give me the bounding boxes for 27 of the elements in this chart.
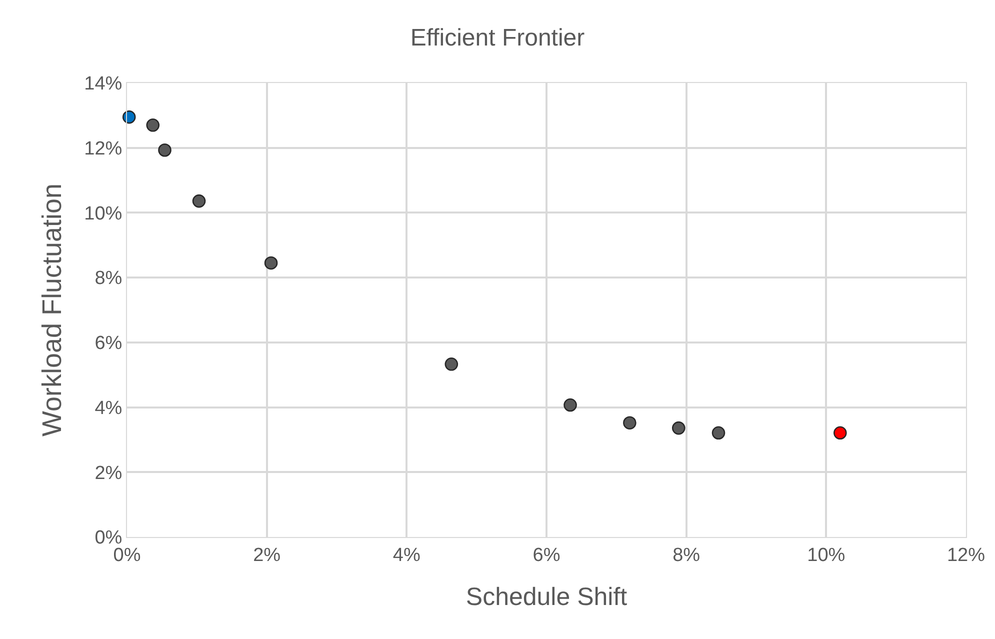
point — [158, 143, 172, 157]
y-tick-label: 10% — [84, 203, 122, 224]
point — [444, 358, 458, 371]
point — [834, 426, 847, 440]
y-axis-title: Workload Fluctuation — [37, 183, 68, 437]
point — [672, 421, 686, 435]
point — [564, 398, 577, 412]
x-tick-label: 4% — [392, 544, 421, 566]
x-tick-label: 6% — [532, 544, 560, 566]
point — [122, 110, 136, 124]
point — [146, 118, 160, 132]
y-tick-label: 2% — [94, 462, 122, 484]
chart-title: Efficient Frontier — [410, 24, 585, 52]
y-tick-label: 4% — [94, 398, 122, 419]
y-tick-label: 12% — [84, 138, 122, 160]
point — [192, 194, 206, 208]
point — [264, 256, 278, 270]
y-tick-label: 6% — [94, 333, 122, 354]
x-tick-label: 10% — [807, 544, 846, 566]
x-tick-label: 12% — [946, 544, 986, 566]
x-axis-title: Schedule Shift — [466, 582, 628, 611]
y-tick-label: 14% — [84, 74, 122, 95]
x-tick-label: 8% — [672, 544, 700, 566]
point — [712, 426, 726, 440]
x-tick-label: 2% — [253, 544, 281, 566]
y-tick-label: 8% — [94, 268, 122, 290]
point — [623, 416, 636, 430]
